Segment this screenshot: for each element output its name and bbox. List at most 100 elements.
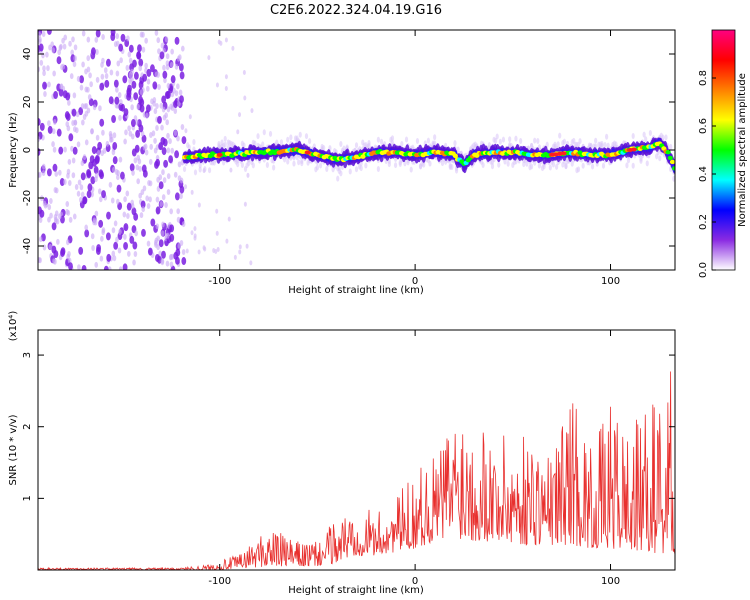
ridge-halo	[336, 175, 340, 182]
ridge-halo	[315, 164, 320, 171]
noise-point	[38, 172, 41, 179]
noise-point	[160, 259, 165, 266]
noise-point	[52, 70, 56, 77]
spectrogram-y-label: Frequency (Hz)	[8, 112, 19, 188]
noise-point	[145, 112, 149, 119]
noise-point	[114, 168, 119, 175]
noise-point	[53, 90, 58, 99]
ridge-halo	[433, 134, 437, 141]
noise-point	[129, 235, 135, 244]
noise-point	[115, 236, 119, 243]
noise-point	[162, 70, 168, 79]
noise-point	[52, 146, 57, 153]
noise-point	[133, 92, 139, 101]
noise-point	[131, 169, 135, 176]
y-tick-label: -40	[22, 238, 33, 254]
noise-point	[81, 119, 85, 126]
noise-point	[111, 250, 116, 257]
noise-point	[86, 55, 91, 62]
noise-point	[63, 179, 67, 186]
ridge-hotspot	[216, 152, 223, 157]
ridge-halo	[318, 162, 323, 169]
ridge-halo	[286, 136, 290, 143]
noise-point	[151, 130, 156, 137]
noise-point	[103, 67, 108, 74]
noise-point	[52, 258, 56, 265]
noise-point	[43, 202, 48, 209]
noise-point	[178, 89, 183, 96]
noise-point	[136, 51, 141, 60]
ridge-halo	[192, 139, 196, 146]
noise-point	[164, 112, 168, 119]
noise-point	[170, 147, 175, 154]
y-tick-label: 20	[22, 96, 33, 109]
noise-point	[118, 229, 122, 236]
ridge-halo	[514, 135, 518, 142]
noise-point	[95, 30, 101, 38]
noise-point	[181, 248, 186, 255]
noise-point	[77, 179, 82, 186]
noise-point	[104, 73, 109, 80]
noise-point	[92, 219, 96, 226]
noise-point	[157, 48, 161, 55]
noise-point	[96, 150, 101, 157]
snr-x-label: Height of straight line (km)	[288, 585, 424, 596]
noise-point	[95, 134, 100, 141]
noise-point	[250, 108, 254, 114]
noise-point	[135, 129, 141, 138]
noise-point	[109, 69, 114, 76]
ridge-halo	[576, 166, 581, 173]
ridge-halo	[453, 140, 457, 147]
noise-point	[112, 132, 117, 139]
noise-point	[178, 63, 184, 72]
noise-point	[197, 202, 201, 208]
noise-point	[157, 84, 161, 91]
noise-point	[145, 195, 149, 202]
noise-point	[137, 44, 142, 53]
ridge-halo	[664, 134, 668, 141]
noise-point	[176, 135, 180, 142]
noise-point	[100, 235, 104, 242]
noise-point	[91, 245, 95, 252]
noise-point	[150, 218, 156, 227]
ridge-halo	[562, 138, 567, 145]
noise-point	[125, 64, 130, 71]
noise-point	[99, 82, 105, 91]
noise-point	[56, 128, 62, 137]
y-tick-label: 1	[22, 495, 33, 501]
noise-point	[80, 103, 85, 110]
noise-point	[83, 103, 87, 110]
ridge-peak	[669, 159, 675, 165]
ridge-peak	[665, 150, 671, 155]
noise-point	[146, 240, 151, 247]
noise-point	[117, 247, 122, 254]
noise-point	[54, 170, 59, 177]
noise-point	[164, 36, 169, 43]
noise-point	[152, 96, 157, 103]
ridge-halo	[490, 163, 495, 170]
noise-point	[72, 92, 77, 99]
noise-point	[118, 114, 122, 121]
ridge-halo	[297, 159, 301, 166]
noise-point	[52, 163, 58, 172]
x-tick-label: 0	[412, 276, 418, 287]
noise-point	[123, 138, 127, 145]
frequency-ridge	[181, 129, 675, 182]
noise-point	[141, 206, 146, 213]
noise-point	[157, 115, 162, 124]
noise-point	[169, 208, 174, 215]
noise-point	[163, 77, 167, 84]
noise-point	[101, 34, 105, 41]
noise-point	[141, 46, 146, 53]
noise-point	[128, 130, 133, 137]
noise-point	[72, 213, 77, 220]
noise-point	[142, 73, 148, 82]
ridge-halo	[645, 160, 649, 167]
noise-point	[154, 71, 159, 78]
noise-point	[67, 179, 72, 186]
noise-point	[79, 84, 84, 91]
spectrogram-x-label: Height of straight line (km)	[288, 285, 424, 296]
noise-point	[42, 65, 46, 72]
noise-point	[88, 98, 94, 107]
ridge-halo	[426, 137, 431, 144]
